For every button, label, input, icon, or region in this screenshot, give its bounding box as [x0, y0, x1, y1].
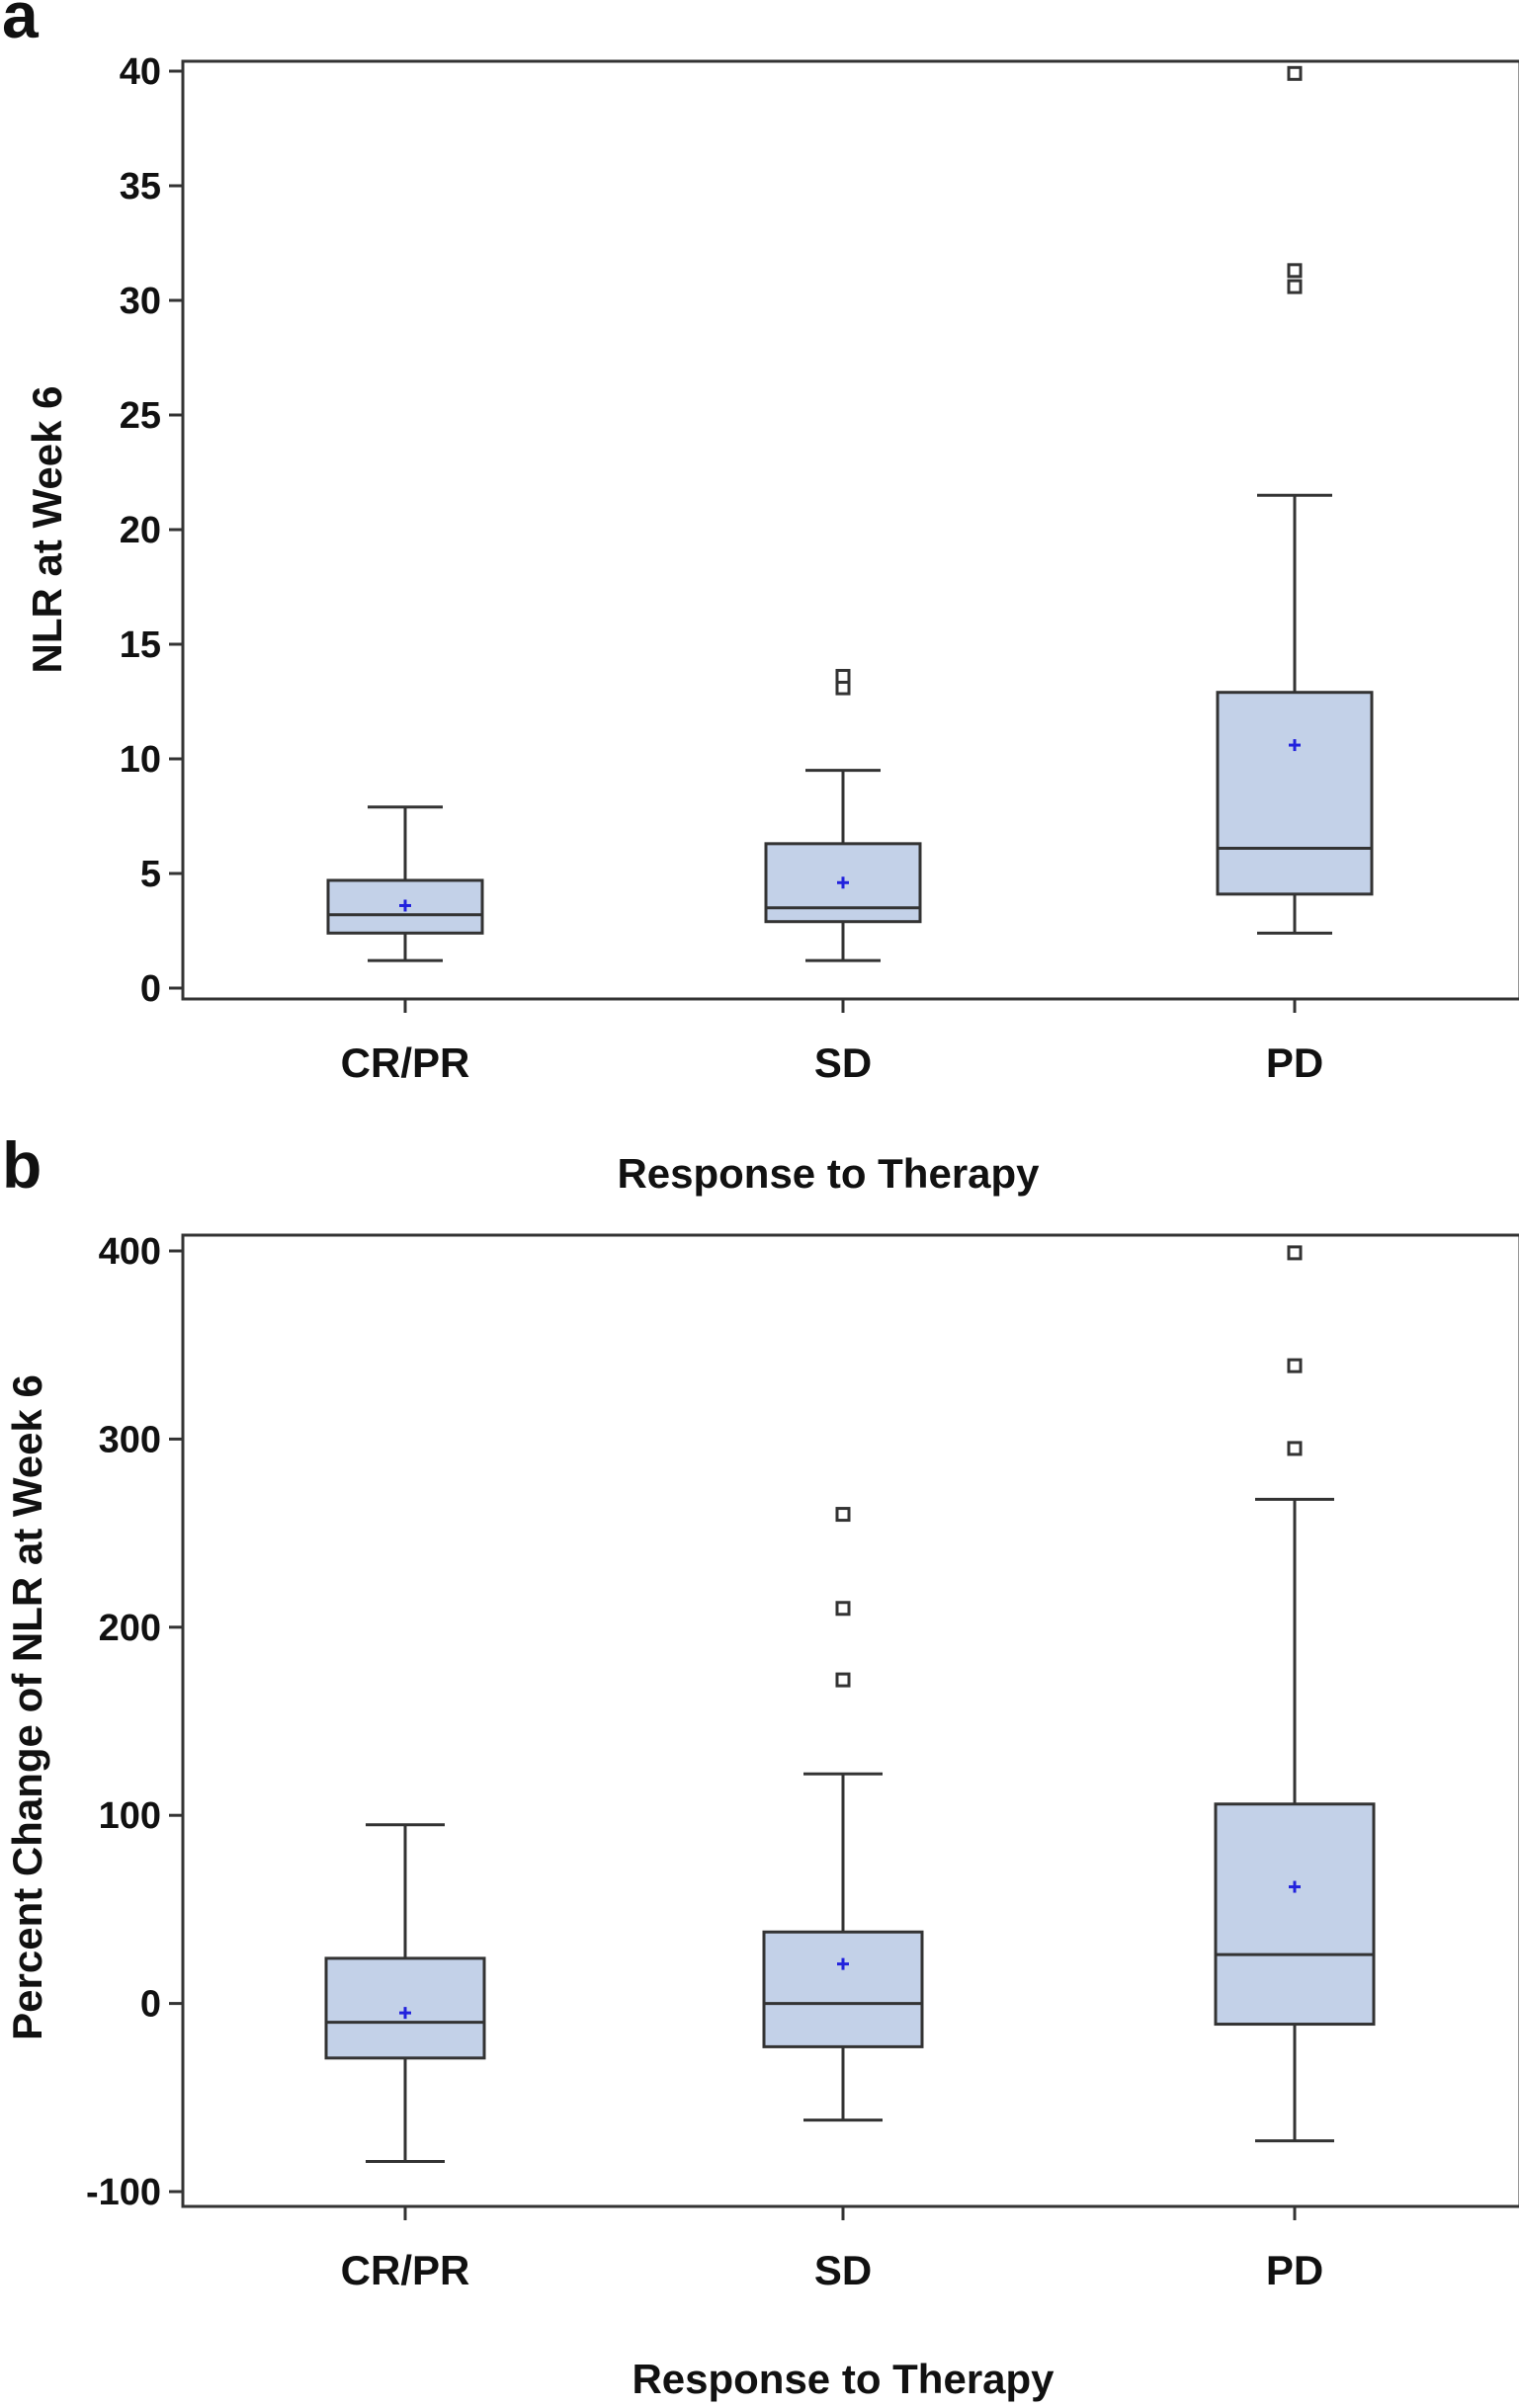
panel-a-y-axis: 0 5 10 15 20 25 30 35 40: [120, 51, 183, 1010]
panel-a-category-label: CR/PR: [341, 1039, 470, 1086]
panel-b-plot-area: [181, 1233, 1519, 2208]
outlier-point: [835, 1601, 851, 1617]
panel-b-letter: b: [2, 1128, 42, 1202]
panel-a-box-cr-pr: [326, 805, 484, 962]
outlier-point: [1287, 1245, 1303, 1261]
panel-b-boxes: [324, 1245, 1376, 2164]
panel-b-y-tick-label: 100: [99, 1795, 161, 1837]
panel-a-y-tick-label: 30: [120, 281, 161, 322]
mean-marker: [1289, 739, 1301, 752]
mean-marker: [837, 1957, 849, 1970]
panel-a-y-tick-label: 25: [120, 395, 161, 437]
box-iqr: [1216, 691, 1374, 896]
mean-marker: [1289, 1880, 1301, 1893]
panel-a-y-tick-label: 35: [120, 166, 161, 208]
outlier-point: [1287, 279, 1303, 294]
panel-a-y-axis-title: NLR at Week 6: [24, 386, 70, 674]
panel-b-x-axis-title: Response to Therapy: [632, 2356, 1055, 2402]
panel-b-chart: b -100 0 100 200 300 400 CR/PR SD PD Percent Ch…: [2, 1128, 1519, 2402]
panel-a-x-axis: CR/PR SD PD: [341, 999, 1323, 1086]
panel-b-y-tick-label: 200: [99, 1608, 161, 1649]
outlier-point: [1287, 1441, 1303, 1456]
panel-a-letter: a: [2, 0, 40, 51]
panel-b-box-cr-pr: [324, 1823, 486, 2164]
outlier-point: [835, 668, 851, 684]
mean-marker: [837, 876, 849, 889]
outlier-point: [835, 1507, 851, 1523]
box-iqr: [762, 1930, 924, 2048]
outlier-point: [1287, 263, 1303, 279]
outlier-point: [1287, 65, 1303, 81]
panel-a-category-label: SD: [814, 1039, 872, 1086]
panel-a-y-tick-label: 15: [120, 624, 161, 666]
outlier-point: [1287, 1358, 1303, 1373]
panel-b-y-tick-label: 400: [99, 1231, 161, 1273]
panel-a-boxes: [326, 65, 1374, 962]
panel-b-category-label: SD: [814, 2247, 872, 2293]
box-iqr: [1214, 1802, 1376, 2027]
panel-a-box-sd: [764, 668, 922, 962]
outlier-point: [835, 1672, 851, 1688]
panel-b-category-label: PD: [1266, 2247, 1323, 2293]
mean-marker: [399, 899, 411, 912]
panel-a-box-pd: [1216, 65, 1374, 935]
panel-a-y-tick-label: 0: [140, 968, 161, 1010]
panel-a-category-label: PD: [1266, 1039, 1323, 1086]
panel-a-y-tick-label: 10: [120, 739, 161, 781]
panel-a-y-tick-label: 5: [140, 854, 161, 895]
mean-marker: [399, 2007, 411, 2020]
panel-a-chart: a 0 5 10 15 20 25 30 35 40 CR/PR SD PD NLR at Week…: [2, 0, 1519, 1197]
panel-a-y-tick-label: 20: [120, 510, 161, 551]
panel-a-y-tick-label: 40: [120, 51, 161, 93]
panel-b-y-tick-label: 0: [140, 1984, 161, 2026]
panel-b-y-axis: -100 0 100 200 300 400: [86, 1231, 183, 2213]
panel-b-box-sd: [762, 1507, 924, 2122]
panel-b-box-pd: [1214, 1245, 1376, 2143]
box-iqr: [326, 878, 484, 935]
panel-a-x-axis-title: Response to Therapy: [617, 1150, 1040, 1197]
panel-b-y-axis-title: Percent Change of NLR at Week 6: [4, 1374, 50, 2040]
panel-b-category-label: CR/PR: [341, 2247, 470, 2293]
panel-b-x-axis: CR/PR SD PD: [341, 2206, 1323, 2293]
panel-b-y-tick-label: -100: [86, 2172, 161, 2213]
panel-b-y-tick-label: 300: [99, 1419, 161, 1460]
